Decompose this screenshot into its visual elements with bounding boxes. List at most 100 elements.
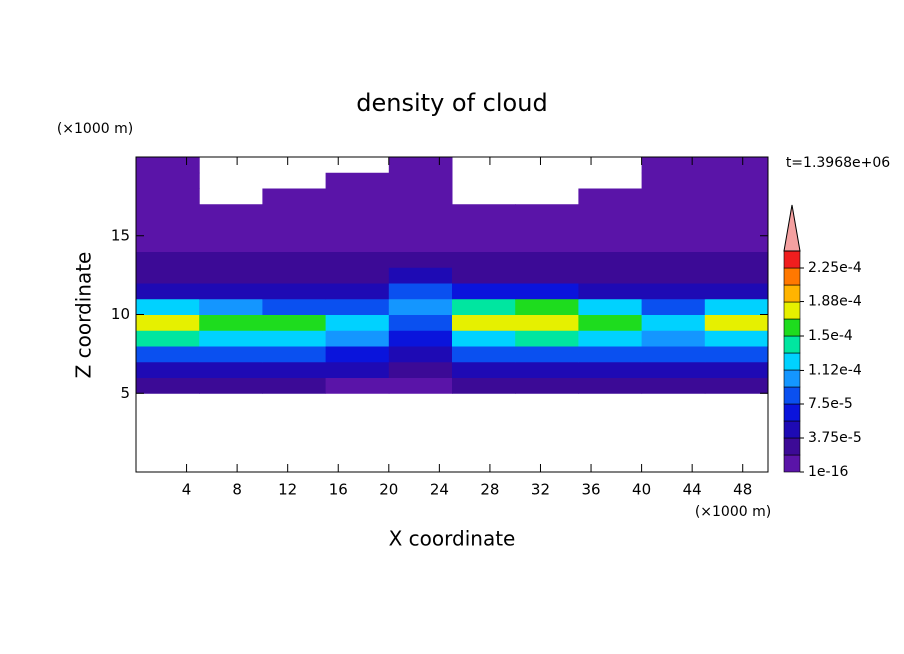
contour-cell bbox=[388, 157, 453, 174]
contour-cell bbox=[704, 220, 769, 237]
contour-cell bbox=[262, 361, 327, 378]
colorbar-tick-label: 2.25e-4 bbox=[808, 260, 862, 276]
contour-cell bbox=[325, 251, 390, 268]
y-tick-label: 10 bbox=[111, 305, 130, 323]
contour-cell bbox=[641, 267, 706, 284]
contour-cell bbox=[452, 330, 516, 347]
contour-cell bbox=[199, 330, 263, 347]
contour-cell bbox=[388, 330, 453, 347]
contour-cell bbox=[452, 267, 516, 284]
contour-cell bbox=[262, 220, 327, 237]
contour-cell bbox=[641, 283, 706, 300]
contour-cell bbox=[515, 361, 579, 378]
contour-cell bbox=[641, 361, 706, 378]
contour-cell bbox=[199, 251, 263, 268]
contour-cell bbox=[452, 204, 516, 221]
x-tick-label: 20 bbox=[379, 481, 398, 499]
contour-cell bbox=[578, 361, 643, 378]
contour-cell bbox=[388, 267, 453, 284]
contour-cell bbox=[199, 346, 263, 363]
x-tick-label: 16 bbox=[329, 481, 348, 499]
contour-cell bbox=[325, 330, 390, 347]
contour-cell bbox=[452, 298, 516, 315]
contour-cell bbox=[515, 314, 579, 331]
colorbar-band bbox=[783, 352, 801, 371]
colorbar-band bbox=[783, 335, 801, 354]
contour-cell bbox=[325, 267, 390, 284]
contour-cell bbox=[262, 298, 327, 315]
contour-cell bbox=[136, 267, 200, 284]
contour-cell bbox=[578, 377, 643, 394]
contour-cell bbox=[641, 220, 706, 237]
contour-cell bbox=[199, 283, 263, 300]
x-unit: (×1000 m) bbox=[695, 504, 771, 520]
contour-cell bbox=[388, 346, 453, 363]
contour-cell bbox=[388, 220, 453, 237]
contour-cell bbox=[325, 346, 390, 363]
contour-cell bbox=[704, 377, 769, 394]
contour-cell bbox=[388, 204, 453, 221]
y-axis-label: Z coordinate bbox=[72, 252, 96, 379]
colorbar-band bbox=[783, 267, 801, 286]
contour-cell bbox=[136, 283, 200, 300]
contour-cell bbox=[262, 330, 327, 347]
contour-cell bbox=[325, 361, 390, 378]
colorbar-band bbox=[783, 420, 801, 439]
contour-cell bbox=[325, 188, 390, 205]
colorbar-band bbox=[783, 284, 801, 303]
chart-title: density of cloud bbox=[356, 89, 547, 117]
contour-cell bbox=[199, 361, 263, 378]
contour-cell bbox=[262, 235, 327, 252]
contour-cell bbox=[388, 377, 453, 394]
contour-cell bbox=[641, 298, 706, 315]
contour-cell bbox=[641, 172, 706, 189]
contour-cell bbox=[325, 220, 390, 237]
colorbar-band bbox=[783, 318, 801, 337]
contour-cell bbox=[452, 235, 516, 252]
contour-cell bbox=[388, 283, 453, 300]
y-tick-label: 15 bbox=[111, 226, 130, 244]
colorbar-tick-label: 1.88e-4 bbox=[808, 294, 862, 310]
contour-cell bbox=[515, 330, 579, 347]
contour-cell bbox=[452, 314, 516, 331]
contour-cell bbox=[704, 204, 769, 221]
x-tick-label: 36 bbox=[581, 481, 600, 499]
contour-cell bbox=[578, 298, 643, 315]
contour-cell bbox=[515, 283, 579, 300]
contour-cell bbox=[262, 251, 327, 268]
colorbar-tick-label: 3.75e-5 bbox=[808, 430, 862, 446]
contour-cell bbox=[515, 298, 579, 315]
contour-cell bbox=[704, 298, 769, 315]
contour-cell bbox=[515, 251, 579, 268]
contour-cell bbox=[704, 172, 769, 189]
contour-cell bbox=[452, 377, 516, 394]
contour-cell bbox=[641, 188, 706, 205]
contour-cell bbox=[262, 204, 327, 221]
contour-cell bbox=[704, 251, 769, 268]
contour-cell bbox=[199, 235, 263, 252]
contour-cell bbox=[578, 267, 643, 284]
contour-cell bbox=[136, 361, 200, 378]
contour-cell bbox=[325, 377, 390, 394]
contour-cell bbox=[578, 220, 643, 237]
contour-cell bbox=[515, 220, 579, 237]
colorbar-tick-label: 1e-16 bbox=[808, 464, 848, 480]
contour-cell bbox=[641, 235, 706, 252]
colorbar-tick-label: 1.12e-4 bbox=[808, 362, 862, 378]
contour-cell bbox=[262, 283, 327, 300]
contour-cell bbox=[704, 361, 769, 378]
contour-cell bbox=[136, 314, 200, 331]
colorbar-tick-label: 7.5e-5 bbox=[808, 396, 853, 412]
x-tick-label: 24 bbox=[430, 481, 449, 499]
x-tick-label: 32 bbox=[531, 481, 550, 499]
contour-cell bbox=[704, 267, 769, 284]
contour-cell bbox=[578, 330, 643, 347]
contour-cell bbox=[388, 235, 453, 252]
contour-field bbox=[136, 157, 769, 394]
contour-cell bbox=[452, 220, 516, 237]
y-unit: (×1000 m) bbox=[57, 121, 133, 137]
colorbar-extend bbox=[783, 204, 801, 252]
contour-cell bbox=[641, 314, 706, 331]
contour-cell bbox=[136, 298, 200, 315]
